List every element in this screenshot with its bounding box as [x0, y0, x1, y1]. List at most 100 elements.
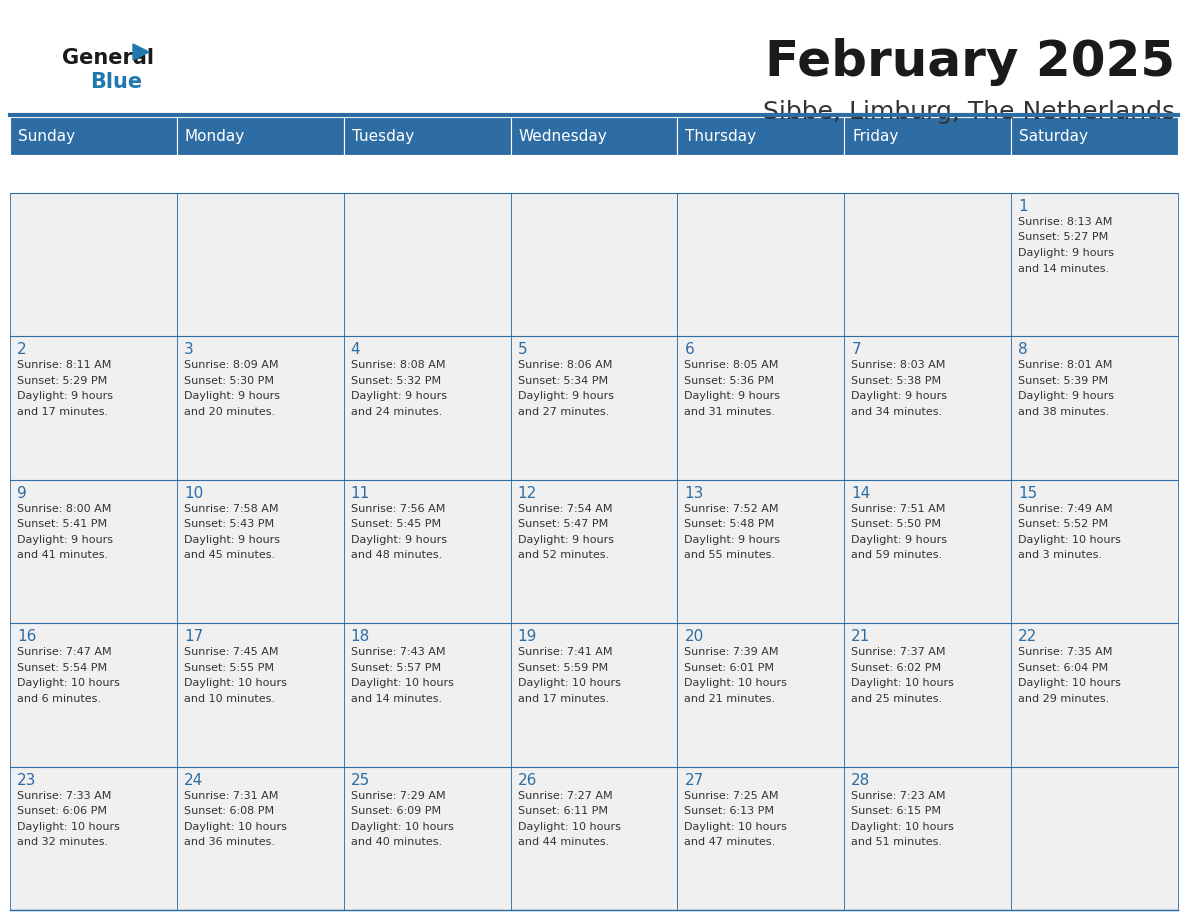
- Text: Sunset: 6:15 PM: Sunset: 6:15 PM: [852, 806, 941, 816]
- Bar: [845, 767, 1011, 910]
- Text: Daylight: 9 hours: Daylight: 9 hours: [518, 391, 613, 401]
- Text: 12: 12: [518, 486, 537, 501]
- Text: Daylight: 9 hours: Daylight: 9 hours: [852, 535, 947, 544]
- Text: 10: 10: [184, 486, 203, 501]
- Text: Sunset: 6:04 PM: Sunset: 6:04 PM: [1018, 663, 1108, 673]
- Text: Tuesday: Tuesday: [352, 129, 413, 143]
- Text: 15: 15: [1018, 486, 1037, 501]
- Bar: [1011, 336, 1178, 480]
- Text: Sunset: 5:36 PM: Sunset: 5:36 PM: [684, 375, 775, 386]
- Text: Sunrise: 7:56 AM: Sunrise: 7:56 AM: [350, 504, 446, 514]
- Bar: [845, 193, 1011, 336]
- Bar: [10, 480, 177, 623]
- Text: Sunday: Sunday: [18, 129, 75, 143]
- Text: Friday: Friday: [852, 129, 898, 143]
- Text: Sibbe, Limburg, The Netherlands: Sibbe, Limburg, The Netherlands: [763, 100, 1175, 124]
- Text: and 21 minutes.: and 21 minutes.: [684, 694, 776, 704]
- Text: Thursday: Thursday: [685, 129, 757, 143]
- Text: and 27 minutes.: and 27 minutes.: [518, 407, 608, 417]
- Text: Sunrise: 8:05 AM: Sunrise: 8:05 AM: [684, 361, 779, 370]
- Text: and 3 minutes.: and 3 minutes.: [1018, 550, 1102, 560]
- Text: Daylight: 9 hours: Daylight: 9 hours: [184, 535, 280, 544]
- Text: General: General: [62, 48, 154, 68]
- Text: Sunrise: 7:54 AM: Sunrise: 7:54 AM: [518, 504, 612, 514]
- Text: and 31 minutes.: and 31 minutes.: [684, 407, 776, 417]
- Text: and 24 minutes.: and 24 minutes.: [350, 407, 442, 417]
- Text: 6: 6: [684, 342, 694, 357]
- Text: and 52 minutes.: and 52 minutes.: [518, 550, 608, 560]
- Text: Daylight: 9 hours: Daylight: 9 hours: [350, 391, 447, 401]
- Text: Sunset: 6:02 PM: Sunset: 6:02 PM: [852, 663, 941, 673]
- Text: Sunrise: 7:51 AM: Sunrise: 7:51 AM: [852, 504, 946, 514]
- Text: Sunset: 6:01 PM: Sunset: 6:01 PM: [684, 663, 775, 673]
- Bar: [677, 336, 845, 480]
- Text: Daylight: 9 hours: Daylight: 9 hours: [684, 535, 781, 544]
- Text: Sunrise: 7:52 AM: Sunrise: 7:52 AM: [684, 504, 779, 514]
- Text: 24: 24: [184, 773, 203, 788]
- Text: Sunset: 5:43 PM: Sunset: 5:43 PM: [184, 520, 274, 530]
- Text: February 2025: February 2025: [765, 38, 1175, 86]
- Bar: [177, 480, 343, 623]
- Text: 17: 17: [184, 629, 203, 644]
- Text: Sunset: 5:38 PM: Sunset: 5:38 PM: [852, 375, 941, 386]
- Bar: [343, 193, 511, 336]
- Text: and 55 minutes.: and 55 minutes.: [684, 550, 776, 560]
- Text: 23: 23: [17, 773, 37, 788]
- Text: Blue: Blue: [90, 72, 143, 92]
- Text: 11: 11: [350, 486, 369, 501]
- Text: 19: 19: [518, 629, 537, 644]
- Text: Sunset: 6:06 PM: Sunset: 6:06 PM: [17, 806, 107, 816]
- Bar: [177, 336, 343, 480]
- Text: 22: 22: [1018, 629, 1037, 644]
- Text: Daylight: 9 hours: Daylight: 9 hours: [350, 535, 447, 544]
- Text: and 32 minutes.: and 32 minutes.: [17, 837, 108, 847]
- Bar: [511, 193, 677, 336]
- Text: Saturday: Saturday: [1019, 129, 1088, 143]
- Text: and 36 minutes.: and 36 minutes.: [184, 837, 274, 847]
- Text: Sunrise: 7:47 AM: Sunrise: 7:47 AM: [17, 647, 112, 657]
- Text: Daylight: 9 hours: Daylight: 9 hours: [184, 391, 280, 401]
- Text: Daylight: 9 hours: Daylight: 9 hours: [684, 391, 781, 401]
- Text: Sunset: 5:59 PM: Sunset: 5:59 PM: [518, 663, 608, 673]
- Text: 1: 1: [1018, 199, 1028, 214]
- Text: 5: 5: [518, 342, 527, 357]
- Bar: [10, 117, 177, 155]
- Text: 18: 18: [350, 629, 369, 644]
- Text: 20: 20: [684, 629, 703, 644]
- Bar: [845, 623, 1011, 767]
- Text: and 44 minutes.: and 44 minutes.: [518, 837, 608, 847]
- Text: 9: 9: [17, 486, 27, 501]
- Text: and 41 minutes.: and 41 minutes.: [17, 550, 108, 560]
- Bar: [677, 767, 845, 910]
- Text: Daylight: 10 hours: Daylight: 10 hours: [684, 678, 788, 688]
- Text: 25: 25: [350, 773, 369, 788]
- Text: Sunrise: 7:35 AM: Sunrise: 7:35 AM: [1018, 647, 1112, 657]
- Bar: [511, 623, 677, 767]
- Text: Daylight: 10 hours: Daylight: 10 hours: [1018, 535, 1121, 544]
- Text: Sunset: 5:54 PM: Sunset: 5:54 PM: [17, 663, 107, 673]
- Text: Daylight: 10 hours: Daylight: 10 hours: [684, 822, 788, 832]
- Bar: [343, 480, 511, 623]
- Text: 3: 3: [184, 342, 194, 357]
- Bar: [511, 767, 677, 910]
- Bar: [343, 336, 511, 480]
- Polygon shape: [133, 44, 148, 60]
- Text: 28: 28: [852, 773, 871, 788]
- Bar: [1011, 623, 1178, 767]
- Text: Sunrise: 8:01 AM: Sunrise: 8:01 AM: [1018, 361, 1112, 370]
- Bar: [10, 767, 177, 910]
- Text: and 6 minutes.: and 6 minutes.: [17, 694, 101, 704]
- Bar: [677, 193, 845, 336]
- Text: Sunset: 5:39 PM: Sunset: 5:39 PM: [1018, 375, 1108, 386]
- Text: Sunset: 5:34 PM: Sunset: 5:34 PM: [518, 375, 608, 386]
- Bar: [10, 193, 177, 336]
- Text: and 34 minutes.: and 34 minutes.: [852, 407, 942, 417]
- Text: 26: 26: [518, 773, 537, 788]
- Text: Sunrise: 8:03 AM: Sunrise: 8:03 AM: [852, 361, 946, 370]
- Text: Daylight: 10 hours: Daylight: 10 hours: [17, 822, 120, 832]
- Bar: [343, 623, 511, 767]
- Text: Sunrise: 8:09 AM: Sunrise: 8:09 AM: [184, 361, 278, 370]
- Text: Sunrise: 8:06 AM: Sunrise: 8:06 AM: [518, 361, 612, 370]
- Bar: [677, 117, 845, 155]
- Bar: [677, 480, 845, 623]
